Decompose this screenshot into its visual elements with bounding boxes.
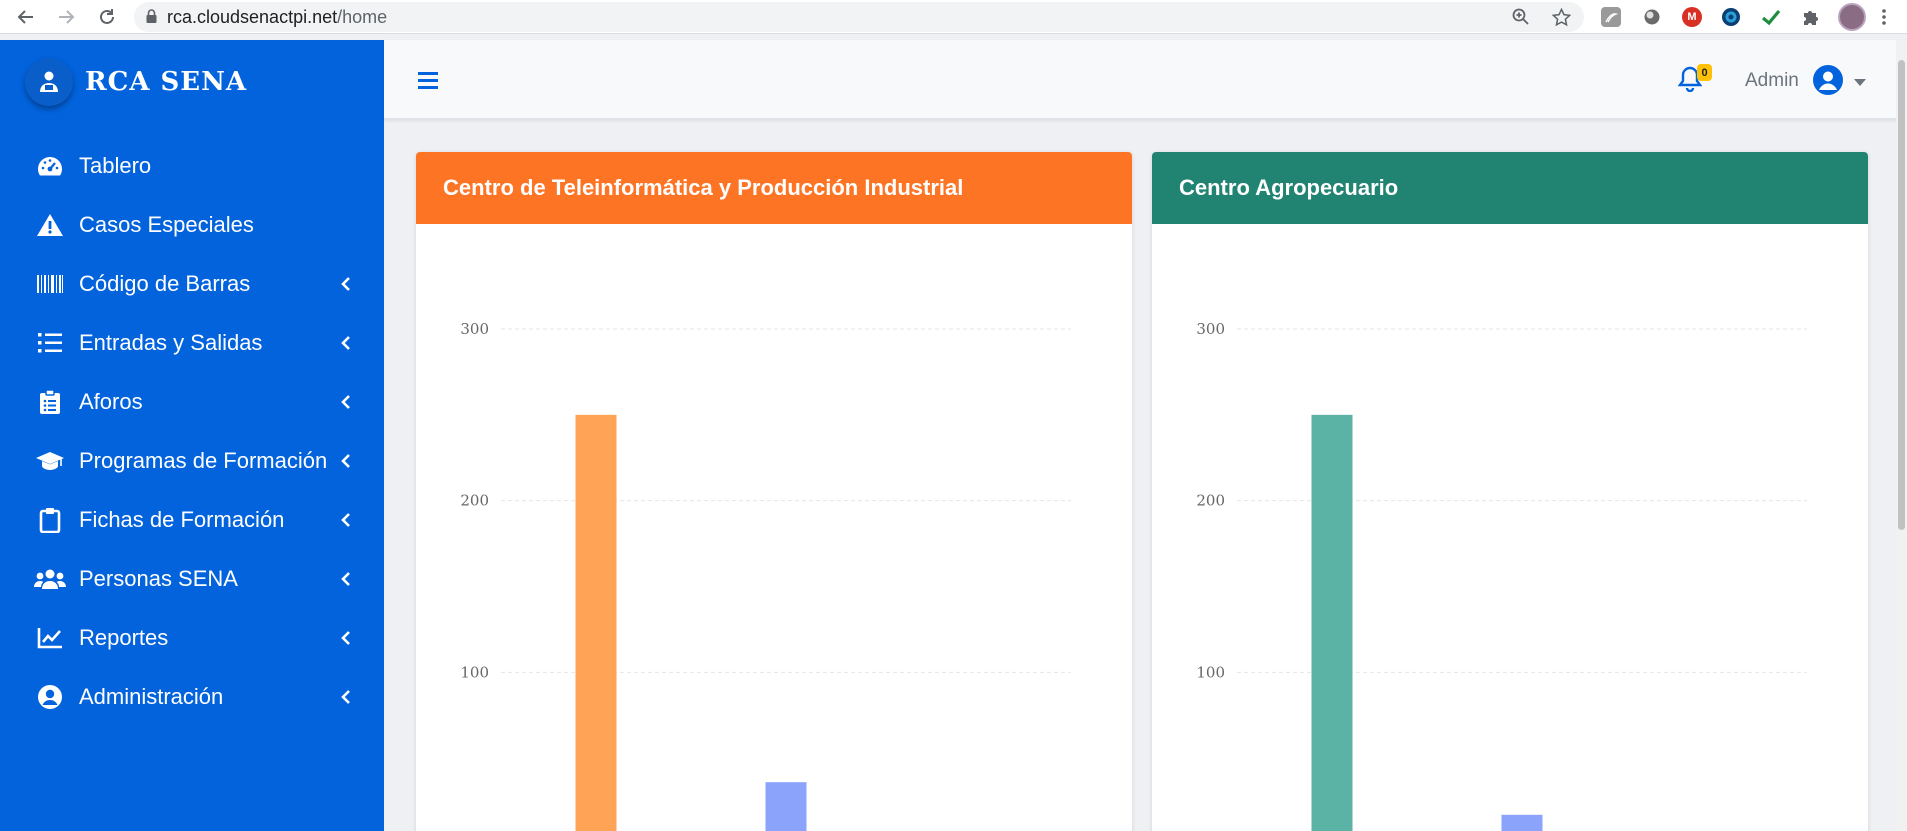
chevron-left-icon <box>337 274 355 294</box>
list-icon <box>34 329 66 357</box>
user-avatar-icon[interactable] <box>1812 64 1844 96</box>
top-navbar: 0 Admin <box>384 40 1907 120</box>
pdf-extension-icon[interactable] <box>1601 7 1621 27</box>
lock-icon <box>146 8 157 26</box>
card-title: Centro de Teleinformática y Producción I… <box>443 175 964 200</box>
bar-entradas <box>1501 814 1543 831</box>
reload-icon[interactable] <box>92 0 122 34</box>
brand[interactable]: RCA SENA <box>25 58 247 106</box>
chevron-left-icon <box>337 569 355 589</box>
user-name[interactable]: Admin <box>1745 70 1799 91</box>
card-header: Centro Agropecuario <box>1152 152 1868 224</box>
sidebar-item-reportes[interactable]: Reportes <box>0 608 384 667</box>
hamburger-menu-icon[interactable] <box>416 68 440 92</box>
sidebar-item-personas-sena[interactable]: Personas SENA <box>0 549 384 608</box>
sidebar-item-administracion[interactable]: Administración <box>0 667 384 726</box>
card-title: Centro Agropecuario <box>1179 175 1399 200</box>
chevron-left-icon <box>337 451 355 471</box>
target-extension-icon[interactable] <box>1721 7 1741 27</box>
back-icon[interactable] <box>11 0 41 34</box>
y-tick-label: 100 <box>1196 663 1225 681</box>
sidebar: RCA SENA Tablero Casos Especiales Código… <box>0 40 384 831</box>
bar-entradas <box>765 782 807 831</box>
address-bar[interactable]: rca.cloudsenactpi.net/home <box>134 2 1584 32</box>
card-body: 0100200300AforoEntradasSalidas <box>1152 224 1868 831</box>
tachometer-icon <box>34 152 66 180</box>
users-icon <box>34 565 66 593</box>
y-tick-label: 200 <box>460 492 489 510</box>
bar-chart: 0100200300AforoEntradasSalidas <box>460 320 1071 831</box>
profile-avatar[interactable] <box>1838 3 1866 31</box>
clipboard-list-icon <box>34 388 66 416</box>
y-tick-label: 300 <box>1196 320 1225 338</box>
sidebar-item-entradas-y-salidas[interactable]: Entradas y Salidas <box>0 313 384 372</box>
bell-icon[interactable] <box>1677 66 1706 94</box>
bar-chart: 0100200300AforoEntradasSalidas <box>1196 320 1807 831</box>
caret-down-icon[interactable] <box>1853 74 1867 86</box>
circle-extension-icon[interactable] <box>1642 7 1662 27</box>
sidebar-item-tablero[interactable]: Tablero <box>0 136 384 195</box>
sidebar-nav: Tablero Casos Especiales Código de Barra… <box>0 136 384 726</box>
chevron-left-icon <box>337 628 355 648</box>
page-scrollbar-thumb[interactable] <box>1898 60 1905 530</box>
sidebar-item-fichas-de-formacion[interactable]: Fichas de Formación <box>0 490 384 549</box>
chevron-left-icon <box>337 687 355 707</box>
check-extension-icon[interactable] <box>1761 7 1781 27</box>
sidebar-item-codigo-de-barras[interactable]: Código de Barras <box>0 254 384 313</box>
warning-icon <box>34 211 66 239</box>
puzzle-icon[interactable] <box>1801 7 1821 27</box>
forward-icon[interactable] <box>51 0 81 34</box>
chevron-left-icon <box>337 510 355 530</box>
clipboard-icon <box>34 506 66 534</box>
url-text: rca.cloudsenactpi.net/home <box>167 6 388 27</box>
card-header: Centro de Teleinformática y Producción I… <box>416 152 1132 224</box>
card-body: 0100200300AforoEntradasSalidas <box>416 224 1132 831</box>
y-tick-label: 100 <box>460 663 489 681</box>
bar-aforo <box>575 414 617 831</box>
y-tick-label: 200 <box>1196 492 1225 510</box>
chevron-left-icon <box>337 333 355 353</box>
bar-aforo <box>1311 414 1353 831</box>
brand-name: RCA SENA <box>85 67 248 97</box>
sidebar-item-programas-de-formacion[interactable]: Programas de Formación <box>0 431 384 490</box>
brand-logo-icon <box>25 58 73 106</box>
menu-dots-icon[interactable] <box>1874 0 1894 34</box>
mega-extension-icon[interactable]: M <box>1682 7 1702 27</box>
barcode-icon <box>34 270 66 298</box>
browser-toolbar: rca.cloudsenactpi.net/home M <box>0 0 1907 34</box>
chart-card-agropecuario: Centro Agropecuario 0100200300AforoEntra… <box>1152 152 1868 831</box>
notification-badge: 0 <box>1697 64 1712 81</box>
chevron-left-icon <box>337 392 355 412</box>
sidebar-item-casos-especiales[interactable]: Casos Especiales <box>0 195 384 254</box>
chart-line-icon <box>34 624 66 652</box>
graduation-cap-icon <box>34 447 66 475</box>
chart-card-teleinformatica: Centro de Teleinformática y Producción I… <box>416 152 1132 831</box>
sidebar-item-aforos[interactable]: Aforos <box>0 372 384 431</box>
y-tick-label: 300 <box>460 320 489 338</box>
bookmark-star-icon[interactable] <box>1552 2 1571 32</box>
zoom-icon[interactable] <box>1512 2 1530 32</box>
user-circle-icon <box>34 683 66 711</box>
